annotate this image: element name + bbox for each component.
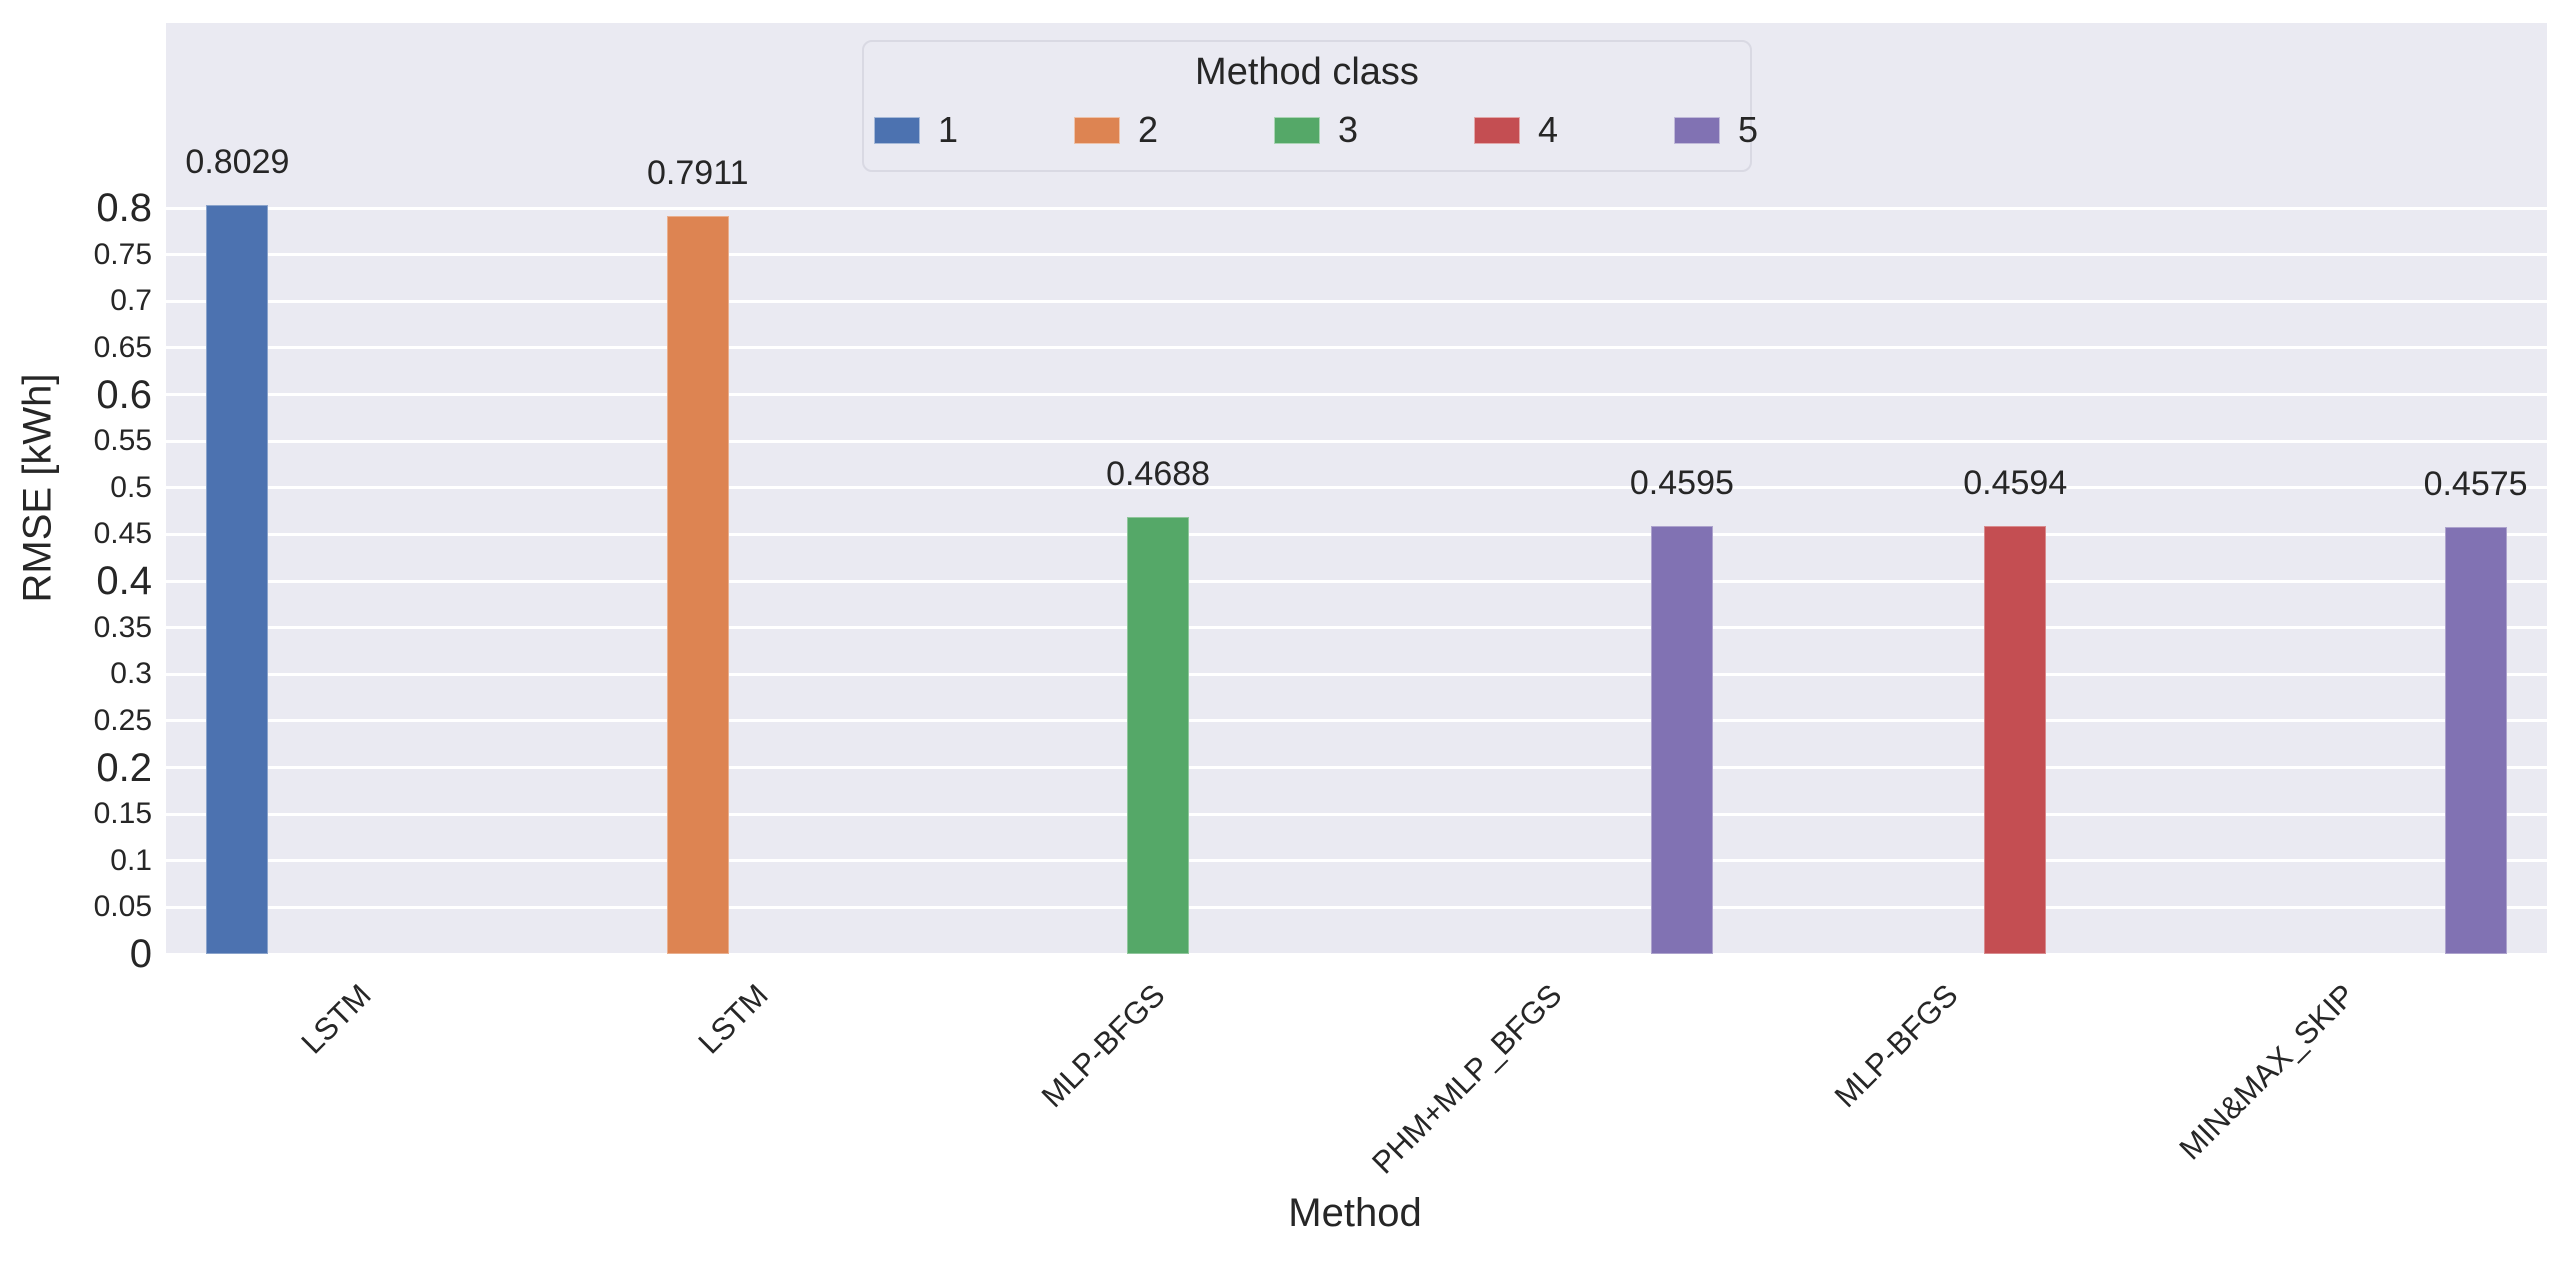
y-gridline [166, 672, 2547, 676]
y-axis-label: RMSE [kWh] [15, 373, 60, 603]
y-gridline [166, 812, 2547, 816]
y-gridline [166, 532, 2547, 536]
bar-value-label: 0.4594 [1963, 463, 2068, 502]
bar-value-label: 0.4688 [1106, 454, 1211, 493]
y-tick-label: 0.2 [96, 745, 152, 790]
x-axis-label: Method [1288, 1191, 1422, 1235]
y-gridline [166, 206, 2547, 210]
y-tick-label: 0.4 [96, 559, 152, 603]
y-gridline [166, 486, 2547, 490]
y-gridline [166, 859, 2547, 863]
bar-mlp-bfgs-class-3 [1127, 516, 1190, 954]
y-gridline [166, 626, 2547, 630]
y-tick-label: 0.45 [93, 517, 152, 551]
bar-value-label: 0.8029 [185, 143, 290, 182]
legend-label: 5 [1738, 109, 1759, 150]
legend-swatch-class-3 [1274, 116, 1320, 144]
y-gridline [166, 346, 2547, 350]
y-gridline [166, 299, 2547, 303]
legend-title: Method class [1195, 51, 1419, 93]
y-tick-label: 0.7 [110, 284, 152, 318]
y-tick-label: 0.65 [93, 330, 152, 364]
y-gridline [166, 393, 2547, 396]
legend-label: 3 [1338, 109, 1359, 150]
x-tick-label: LSTM [294, 977, 378, 1061]
x-tick-label: MIN&MAX_SKIP [2172, 977, 2362, 1167]
legend-swatch-class-4 [1474, 116, 1520, 144]
x-tick-label: LSTM [691, 977, 775, 1061]
y-gridline [166, 579, 2547, 583]
y-gridline [166, 253, 2547, 257]
y-tick-label: 0.5 [110, 470, 152, 504]
legend-label: 1 [938, 109, 959, 150]
y-tick-label: 0.55 [93, 424, 152, 458]
bar-value-label: 0.4595 [1629, 463, 1734, 502]
bar-value-label: 0.7911 [647, 154, 749, 193]
legend-swatch-class-2 [1074, 116, 1120, 144]
legend-entry-1: 1 [874, 112, 958, 148]
y-tick-label: 0.3 [110, 657, 152, 691]
x-tick-label: MLP-BFGS [1034, 977, 1172, 1115]
y-tick-label: 0.1 [110, 843, 152, 877]
bar-value-label: 0.4575 [2423, 465, 2528, 504]
y-gridline [166, 952, 2547, 956]
legend-label: 4 [1538, 109, 1559, 150]
legend-entry-5: 5 [1674, 112, 1758, 148]
y-tick-label: 0.35 [93, 610, 152, 644]
bar-mlp-bfgs-class-4 [1984, 525, 2047, 954]
bar-lstm-class-1 [206, 205, 269, 954]
legend-label: 2 [1138, 109, 1159, 150]
legend-entry-3: 3 [1274, 112, 1358, 148]
y-tick-label: 0.75 [93, 237, 152, 271]
legend-entry-4: 4 [1474, 112, 1558, 148]
y-tick-label: 0.15 [93, 797, 152, 831]
x-tick-label: MLP-BFGS [1827, 977, 1965, 1115]
y-tick-label: 0.25 [93, 703, 152, 737]
y-tick-label: 0.05 [93, 890, 152, 924]
legend: Method class 1 2 3 4 5 [862, 40, 1758, 172]
y-tick-label: 0.8 [96, 186, 152, 230]
y-tick-label: 0 [129, 932, 152, 976]
bar-phm-mlp-bfgs-class-5 [1650, 525, 1713, 954]
legend-swatch-class-5 [1674, 116, 1720, 144]
y-gridline [166, 719, 2547, 723]
y-gridline [166, 905, 2547, 909]
legend-entry-2: 2 [1074, 112, 1158, 148]
bar-min-max-skip-class-5 [2444, 527, 2507, 954]
y-gridline [166, 766, 2547, 769]
y-gridline [166, 439, 2547, 443]
x-tick-label: PHM+MLP_BFGS [1364, 977, 1568, 1181]
bar-lstm-class-2 [666, 216, 729, 954]
y-tick-label: 0.6 [96, 372, 152, 417]
legend-swatch-class-1 [874, 116, 920, 144]
